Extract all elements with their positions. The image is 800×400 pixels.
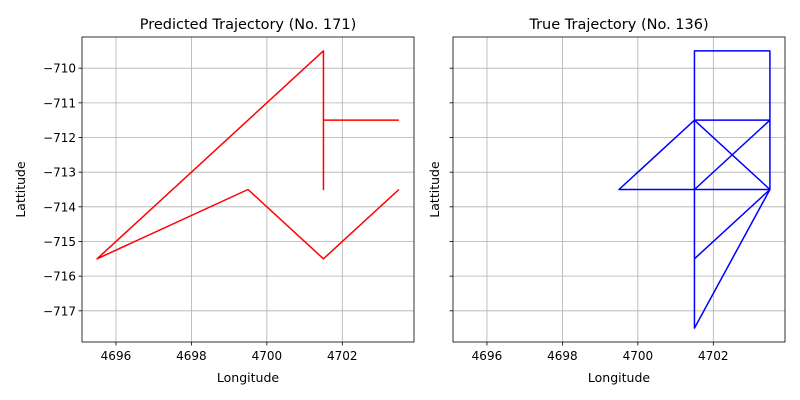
x-tick-label: 4702 bbox=[327, 349, 358, 363]
y-tick-label: −712 bbox=[43, 131, 76, 145]
x-axis-label: Longitude bbox=[217, 370, 279, 385]
y-tick-label: −713 bbox=[43, 166, 76, 180]
x-tick-label: 4698 bbox=[547, 349, 578, 363]
axes-frame bbox=[81, 36, 415, 343]
chart-title: True Trajectory (No. 136) bbox=[528, 17, 708, 33]
y-tick-label: −717 bbox=[43, 304, 76, 318]
x-tick-label: 4700 bbox=[623, 349, 654, 363]
x-axis-label: Longitude bbox=[588, 370, 650, 385]
y-axis-label: Lattitude bbox=[427, 161, 442, 218]
x-tick-label: 4696 bbox=[101, 349, 132, 363]
chart-panel-2: 4696 4698 4700 4702 True Trajectory (No. 136… bbox=[427, 17, 786, 385]
trajectory-line-1 bbox=[618, 50, 771, 329]
chart-panel-1: 4696 4698 4700 4702 −710 −711 −712 −713 −714 −715… bbox=[13, 17, 415, 385]
y-tick-label: −716 bbox=[43, 270, 76, 284]
x-tick-label: 4698 bbox=[176, 349, 207, 363]
x-tick-label: 4696 bbox=[472, 349, 503, 363]
chart-title: Predicted Trajectory (No. 171) bbox=[140, 17, 357, 33]
axes-frame bbox=[452, 36, 786, 343]
y-tick-label: −715 bbox=[43, 235, 76, 249]
y-tick-label: −710 bbox=[43, 62, 76, 76]
y-tick-label: −711 bbox=[43, 96, 76, 110]
x-tick-label: 4702 bbox=[698, 349, 729, 363]
y-axis-label: Lattitude bbox=[13, 161, 28, 218]
y-tick-label: −714 bbox=[43, 200, 76, 214]
x-tick-label: 4700 bbox=[252, 349, 283, 363]
trajectory-line-1 bbox=[96, 50, 400, 260]
